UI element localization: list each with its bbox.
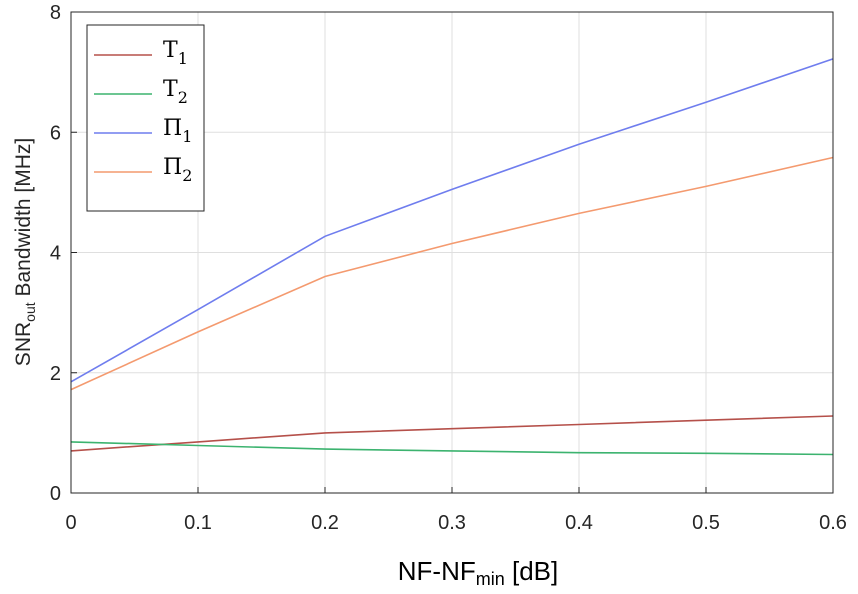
y-tick-label: 0 bbox=[50, 483, 61, 505]
x-axis-label-sub: min bbox=[476, 569, 505, 589]
x-tick-label: 0.5 bbox=[692, 512, 720, 534]
series-line-4 bbox=[70, 156, 834, 391]
y-tick-label: 4 bbox=[50, 243, 61, 265]
x-axis-label-unit: [dB] bbox=[505, 556, 558, 586]
x-axis-label: NF-NFmin [dB] bbox=[398, 556, 558, 589]
series-lines bbox=[70, 58, 834, 456]
y-axis-label-rest: Bandwidth [MHz] bbox=[12, 138, 35, 303]
y-tick-label: 2 bbox=[50, 363, 61, 385]
x-axis-label-main: NF-NF bbox=[398, 556, 476, 586]
legend-box bbox=[86, 24, 205, 212]
legend: T1 T2 Π1 Π2 bbox=[86, 24, 205, 212]
series-line-3 bbox=[70, 58, 834, 383]
legend-label-1: T1 bbox=[163, 38, 188, 68]
legend-label-4: Π2 bbox=[163, 155, 192, 185]
x-tick-label: 0.4 bbox=[565, 512, 593, 534]
legend-label-3: Π1 bbox=[163, 116, 192, 146]
x-tick-labels: 0 0.1 0.2 0.3 0.4 0.5 0.6 bbox=[65, 512, 846, 534]
x-tick-label: 0.6 bbox=[819, 512, 847, 534]
legend-items: T1 T2 Π1 Π2 bbox=[94, 38, 192, 185]
x-tick-label: 0.3 bbox=[438, 512, 466, 534]
y-tick-labels: 0 2 4 6 8 bbox=[50, 2, 61, 505]
y-tick-label: 6 bbox=[50, 122, 61, 144]
x-tick-label: 0 bbox=[65, 512, 76, 534]
y-tick-label: 8 bbox=[50, 2, 61, 24]
x-tick-label: 0.2 bbox=[311, 512, 339, 534]
y-axis-label: SNRout Bandwidth [MHz] bbox=[12, 138, 38, 366]
x-tick-label: 0.1 bbox=[184, 512, 212, 534]
legend-label-2: T2 bbox=[163, 77, 188, 107]
y-axis-label-main: SNR bbox=[12, 322, 35, 366]
plot-area-frame bbox=[70, 11, 834, 494]
series-line-2 bbox=[70, 441, 834, 456]
y-axis-label-sub: out bbox=[22, 302, 38, 322]
series-line-1 bbox=[70, 415, 834, 452]
